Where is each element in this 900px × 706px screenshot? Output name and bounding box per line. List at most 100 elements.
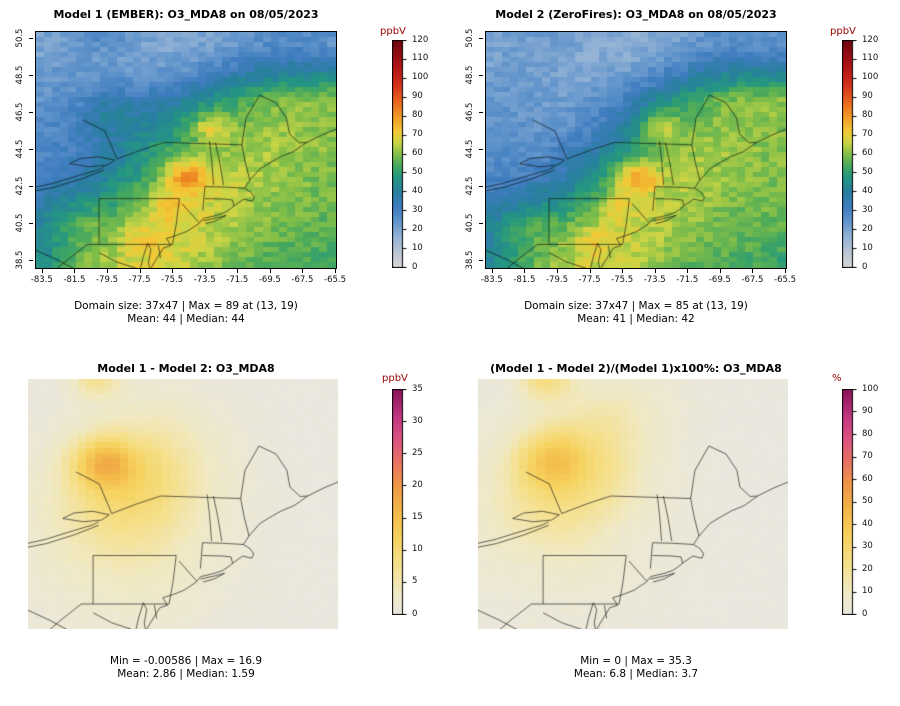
x-axis-tick [74, 269, 76, 273]
colorbar-tick-label: 50 [862, 496, 873, 506]
y-axis-tick-label: 42.5 [15, 176, 25, 196]
y-axis-tick [29, 38, 33, 40]
colorbar-tick-label: 20 [412, 223, 423, 234]
colorbar-tick-label: 100 [412, 72, 429, 83]
y-axis-tick-label: 40.5 [15, 213, 25, 233]
stats-line-1: Domain size: 37x47 | Max = 89 at (13, 19… [74, 300, 298, 312]
y-axis-tick [479, 149, 483, 150]
panel-model1: Model 1 (EMBER): O3_MDA8 on 08/05/2023 p… [0, 0, 450, 353]
y-axis-tick [479, 222, 483, 224]
stats-line-2: Mean: 41 | Median: 42 [577, 313, 695, 325]
colorbar-tick-label: 15 [412, 512, 423, 523]
colorbar-tick-label: 20 [412, 479, 423, 490]
x-axis-tick-label: -77.5 [578, 275, 601, 285]
colorbar-tick-label: 30 [862, 541, 873, 551]
x-axis-tick [654, 269, 656, 273]
colorbar-tick-label: 80 [862, 428, 873, 439]
panel-title-percent-difference: (Model 1 - Model 2)/(Model 1)x100%: O3_M… [490, 362, 782, 375]
panel-difference: Model 1 - Model 2: O3_MDA8 ppbV Min = -0… [0, 353, 450, 706]
colorbar-tick-label: 10 [862, 242, 873, 253]
x-axis-tick-label: -81.5 [513, 275, 536, 285]
colorbar-tick-label: 0 [862, 608, 868, 619]
colorbar-tick-label: 25 [412, 447, 423, 458]
x-axis-tick [269, 269, 271, 273]
y-axis-tick-label: 48.5 [15, 65, 25, 85]
heatmap-percent-difference [478, 379, 788, 629]
heatmap-difference [28, 379, 338, 629]
colorbar-tick-label: 50 [862, 166, 873, 177]
colorbar-tick-label: 20 [862, 563, 873, 574]
x-axis-tick-label: -75.5 [611, 275, 634, 285]
x-axis-tick [172, 269, 174, 273]
stats-line-1: Min = -0.00586 | Max = 16.9 [109, 655, 263, 667]
panel-title-model1: Model 1 (EMBER): O3_MDA8 on 08/05/2023 [53, 8, 319, 21]
x-axis-tick-label: -67.5 [291, 275, 314, 285]
colorbar-tick-label: 30 [412, 415, 423, 426]
x-axis-tick [687, 269, 689, 273]
colorbar-tick-label: 60 [412, 148, 423, 158]
colorbar-tick-label: 80 [412, 110, 423, 121]
y-axis-tick [29, 259, 33, 261]
x-axis-tick-label: -69.5 [258, 275, 281, 285]
colorbar-tick-label: 120 [862, 34, 879, 45]
colorbar-tick-label: 90 [412, 91, 423, 102]
colorbar-percent-difference [842, 389, 858, 615]
x-axis-tick-label: -83.5 [30, 275, 53, 285]
x-axis-tick [139, 269, 141, 273]
colorbar-tick-label: 100 [862, 383, 879, 394]
x-axis-tick-label: -77.5 [128, 275, 151, 285]
x-axis-tick-label: -65.5 [324, 275, 346, 285]
y-axis-tick-label: 48.5 [465, 65, 475, 85]
colorbar-tick-label: 5 [412, 576, 418, 587]
stats-line-1: Min = 0 | Max = 35.3 [580, 655, 692, 667]
colorbar-tick-label: 110 [862, 53, 879, 64]
x-axis-tick-label: -71.5 [226, 275, 249, 285]
colorbar-tick-label: 120 [412, 34, 429, 45]
y-axis-tick [29, 222, 33, 224]
y-axis-tick-label: 44.5 [15, 139, 25, 159]
colorbar-tick-label: 0 [412, 608, 418, 619]
colorbar-tick-label: 20 [862, 223, 873, 234]
colorbar-tick-label: 0 [412, 261, 418, 272]
y-axis-tick [29, 112, 33, 114]
y-axis-tick [29, 149, 33, 150]
colorbar-tick-label: 40 [862, 518, 873, 529]
y-axis-tick-label: 38.5 [15, 250, 25, 270]
colorbar-tick-label: 10 [412, 544, 423, 555]
colorbar-tick-label: 90 [862, 406, 873, 416]
x-axis-tick-label: -75.5 [161, 275, 184, 285]
colorbar-tick-label: 40 [412, 185, 423, 196]
y-axis-tick-label: 46.5 [465, 102, 475, 122]
x-axis-tick-label: -69.5 [708, 275, 731, 285]
x-axis-tick [524, 269, 526, 273]
x-axis-tick [41, 269, 43, 273]
colorbar-tick-label: 70 [412, 129, 423, 140]
x-axis-tick [106, 269, 108, 273]
y-axis-tick-label: 38.5 [465, 250, 475, 270]
x-axis-tick-label: -83.5 [480, 275, 503, 285]
y-axis-tick-label: 40.5 [465, 213, 475, 233]
panel-model2: Model 2 (ZeroFires): O3_MDA8 on 08/05/20… [450, 0, 900, 353]
x-axis-tick [719, 269, 721, 273]
stats-line-1: Domain size: 37x47 | Max = 85 at (13, 19… [524, 300, 748, 312]
colorbar-tick-label: 0 [862, 261, 868, 272]
y-axis-tick [29, 185, 33, 187]
colorbar-tick-label: 90 [862, 91, 873, 102]
colorbar-tick-label: 70 [862, 451, 873, 461]
x-axis-tick [302, 269, 304, 273]
panel-title-model2: Model 2 (ZeroFires): O3_MDA8 on 08/05/20… [495, 8, 777, 21]
colorbar-tick-label: 40 [862, 185, 873, 196]
y-axis-tick-label: 44.5 [465, 139, 475, 159]
colorbar-unit-label: ppbV [830, 26, 856, 37]
y-axis-tick-label: 46.5 [15, 102, 25, 122]
y-axis-tick [29, 75, 33, 77]
colorbar-model2 [842, 40, 858, 268]
x-axis-tick [752, 269, 754, 273]
colorbar-unit-label: ppbV [382, 373, 408, 384]
colorbar-unit-label: ppbV [380, 26, 406, 37]
x-axis-tick-label: -81.5 [63, 275, 86, 285]
y-axis-tick [479, 75, 483, 77]
x-axis-tick-label: -79.5 [95, 275, 118, 285]
x-axis-tick-label: -73.5 [193, 275, 216, 285]
x-axis-tick [237, 269, 239, 273]
